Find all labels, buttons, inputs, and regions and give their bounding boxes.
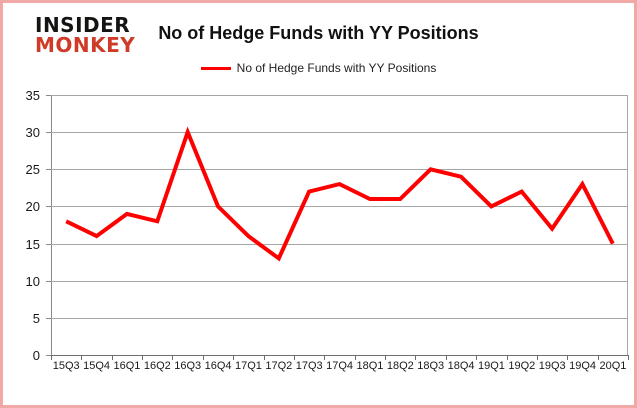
x-tick-mark <box>385 356 387 360</box>
x-tick-label-19Q3: 19Q3 <box>538 360 566 372</box>
x-tick-mark <box>324 356 326 360</box>
x-tick-label-16Q2: 16Q2 <box>143 360 171 372</box>
y-tick-mark <box>46 280 51 282</box>
x-tick-label-17Q1: 17Q1 <box>234 360 262 372</box>
gridline-15 <box>51 243 628 245</box>
x-tick-mark <box>445 356 447 360</box>
x-axis-labels: 15Q3 15Q4 16Q1 16Q2 16Q3 16Q4 17Q1 17Q2 17Q3 17Q4… <box>51 360 628 374</box>
y-tick-label-35: 35 <box>25 88 40 103</box>
plot-right-border <box>627 95 628 355</box>
hedge-funds-line <box>65 126 615 262</box>
x-tick-mark <box>293 356 295 360</box>
logo-text-insider: INSIDER <box>35 13 131 37</box>
x-tick-mark <box>476 356 478 360</box>
x-tick-label-18Q4: 18Q4 <box>447 360 475 372</box>
y-tick-mark <box>46 95 51 96</box>
x-tick-label-16Q3: 16Q3 <box>174 360 202 372</box>
legend: No of Hedge Funds with YY Positions <box>3 61 634 75</box>
x-tick-label-15Q4: 15Q4 <box>83 360 111 372</box>
gridline-25 <box>51 169 628 171</box>
legend-line-swatch <box>200 66 231 70</box>
x-tick-mark <box>142 356 144 360</box>
gridline-20 <box>51 206 628 208</box>
plot-area <box>51 95 628 355</box>
y-tick-label-0: 0 <box>32 348 40 363</box>
x-tick-label-17Q2: 17Q2 <box>265 360 293 372</box>
x-tick-label-15Q3: 15Q3 <box>52 360 80 372</box>
x-tick-label-20Q1: 20Q1 <box>599 360 627 372</box>
y-tick-mark <box>46 243 51 245</box>
x-tick-mark <box>597 356 599 360</box>
x-tick-mark <box>628 356 629 360</box>
y-tick-label-30: 30 <box>25 125 40 141</box>
x-tick-label-19Q2: 19Q2 <box>508 360 536 372</box>
x-tick-label-19Q4: 19Q4 <box>569 360 597 372</box>
chart-title: No of Hedge Funds with YY Positions <box>158 23 479 43</box>
y-tick-label-20: 20 <box>25 199 40 215</box>
x-tick-label-19Q1: 19Q1 <box>477 360 505 372</box>
x-tick-label-18Q2: 18Q2 <box>386 360 414 372</box>
y-tick-mark <box>46 355 51 356</box>
logo-text-monkey: MONKEY <box>35 33 136 57</box>
x-tick-mark <box>567 356 569 360</box>
x-tick-label-16Q1: 16Q1 <box>113 360 141 372</box>
x-tick-mark <box>202 356 204 360</box>
gridline-35 <box>51 95 628 96</box>
y-tick-label-25: 25 <box>25 162 40 178</box>
y-tick-mark <box>46 317 51 319</box>
gridline-10 <box>51 280 628 282</box>
gridline-30 <box>51 132 628 134</box>
x-tick-mark <box>233 356 235 360</box>
y-tick-mark <box>46 169 51 171</box>
x-tick-mark <box>354 356 356 360</box>
x-tick-mark <box>263 356 265 360</box>
x-axis-line <box>51 355 629 356</box>
x-tick-mark <box>111 356 113 360</box>
x-tick-mark <box>536 356 538 360</box>
x-tick-label-18Q3: 18Q3 <box>417 360 445 372</box>
x-tick-mark <box>506 356 508 360</box>
insider-monkey-logo: INSIDER MONKEY <box>35 15 135 55</box>
x-tick-label-17Q3: 17Q3 <box>295 360 323 372</box>
y-axis-line <box>51 95 52 356</box>
y-tick-label-5: 5 <box>32 310 40 326</box>
x-tick-label-18Q1: 18Q1 <box>356 360 384 372</box>
x-tick-label-17Q4: 17Q4 <box>326 360 354 372</box>
x-tick-mark <box>415 356 417 360</box>
y-tick-label-15: 15 <box>25 236 40 252</box>
x-tick-mark <box>172 356 174 360</box>
x-tick-mark <box>81 356 83 360</box>
y-tick-label-10: 10 <box>25 273 40 289</box>
gridline-5 <box>51 317 628 319</box>
y-tick-mark <box>46 206 51 208</box>
x-tick-label-16Q4: 16Q4 <box>204 360 232 372</box>
x-tick-mark <box>51 356 52 360</box>
y-tick-mark <box>46 132 51 134</box>
legend-label: No of Hedge Funds with YY Positions <box>236 61 437 75</box>
line-series <box>65 126 615 262</box>
